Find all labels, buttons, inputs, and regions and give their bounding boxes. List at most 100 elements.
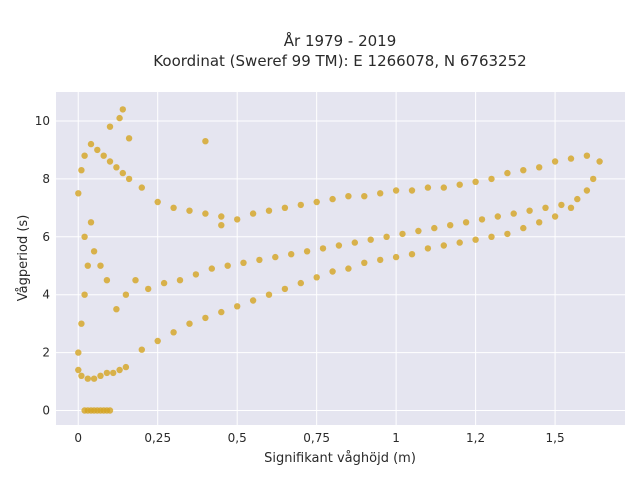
data-point: [100, 152, 107, 159]
data-point: [447, 222, 454, 229]
data-point: [75, 190, 82, 197]
data-point: [234, 216, 241, 223]
data-point: [288, 251, 295, 258]
data-point: [431, 224, 438, 232]
x-tick-label: 0,75: [303, 431, 330, 445]
data-point: [472, 178, 479, 185]
data-point: [186, 207, 193, 214]
data-point: [319, 245, 327, 252]
data-point: [536, 164, 543, 171]
data-point: [392, 253, 400, 261]
data-point: [551, 158, 559, 165]
data-point: [84, 262, 92, 269]
data-point: [399, 230, 406, 238]
data-point: [116, 366, 123, 374]
data-point: [392, 187, 400, 194]
data-point: [424, 245, 432, 252]
data-point: [224, 262, 231, 269]
data-point: [87, 140, 95, 148]
chart-title-line-1: År 1979 - 2019: [284, 31, 397, 50]
data-point: [90, 407, 98, 414]
data-point: [103, 277, 111, 284]
data-point: [583, 152, 591, 159]
data-point: [281, 204, 289, 211]
data-point: [81, 152, 88, 159]
data-point: [249, 297, 257, 304]
data-point: [202, 138, 209, 145]
data-point: [440, 242, 447, 249]
data-point: [504, 169, 511, 177]
data-point: [234, 303, 241, 310]
data-point: [78, 372, 85, 379]
data-point: [145, 285, 152, 293]
data-points: [75, 106, 603, 414]
data-point: [542, 204, 549, 211]
data-point: [281, 285, 289, 293]
data-point: [97, 262, 104, 269]
y-tick-label: 2: [42, 346, 50, 360]
data-point: [119, 106, 127, 113]
data-point: [87, 219, 95, 226]
data-point: [154, 337, 161, 345]
y-tick-label: 8: [42, 172, 50, 186]
data-point: [170, 204, 177, 211]
data-point: [138, 184, 145, 191]
data-point: [383, 233, 390, 240]
data-point: [526, 207, 533, 214]
data-point: [488, 175, 495, 183]
plot-area: [56, 92, 625, 425]
data-point: [297, 279, 304, 287]
x-axis-label: Signifikant våghöjd (m): [264, 451, 416, 466]
data-point: [81, 233, 88, 240]
data-point: [478, 216, 486, 223]
data-point: [590, 175, 597, 183]
data-point: [208, 265, 215, 272]
x-tick-label: 0,5: [228, 431, 247, 445]
data-point: [440, 184, 447, 191]
data-point: [567, 155, 575, 162]
data-point: [78, 320, 85, 327]
data-point: [415, 227, 422, 235]
data-point: [81, 291, 88, 298]
data-point: [176, 277, 184, 284]
data-point: [574, 195, 581, 203]
data-point: [408, 251, 416, 258]
data-point: [456, 181, 463, 188]
data-point: [106, 123, 114, 130]
x-tick-label: 1,5: [546, 431, 565, 445]
y-tick-label: 10: [35, 114, 50, 128]
y-tick-label: 0: [42, 404, 50, 418]
data-point: [122, 363, 130, 371]
data-point: [218, 213, 225, 220]
y-axis-ticks: 0 2 4 6 8 10: [35, 114, 50, 418]
data-point: [265, 207, 273, 214]
data-point: [361, 259, 368, 266]
data-point: [103, 369, 111, 377]
data-point: [313, 274, 320, 281]
data-point: [536, 219, 543, 226]
data-point: [408, 187, 416, 194]
data-point: [583, 187, 591, 194]
data-point: [75, 349, 82, 356]
data-point: [202, 210, 209, 217]
data-point: [132, 277, 139, 284]
data-point: [106, 158, 114, 165]
data-point: [494, 213, 501, 220]
data-point: [345, 265, 352, 272]
x-tick-label: 0: [74, 431, 82, 445]
data-point: [113, 306, 120, 313]
data-point: [367, 236, 374, 243]
data-point: [113, 164, 120, 171]
data-point: [218, 222, 225, 229]
y-tick-label: 4: [42, 288, 50, 302]
data-point: [90, 375, 98, 382]
data-point: [125, 175, 133, 183]
x-axis-ticks: 0 0,25 0,5 0,75 1 1,2 1,5: [74, 431, 564, 445]
y-tick-label: 6: [42, 230, 50, 244]
data-point: [122, 291, 130, 298]
data-point: [345, 193, 352, 200]
data-point: [520, 167, 527, 174]
data-point: [456, 239, 463, 246]
data-point: [84, 375, 92, 382]
